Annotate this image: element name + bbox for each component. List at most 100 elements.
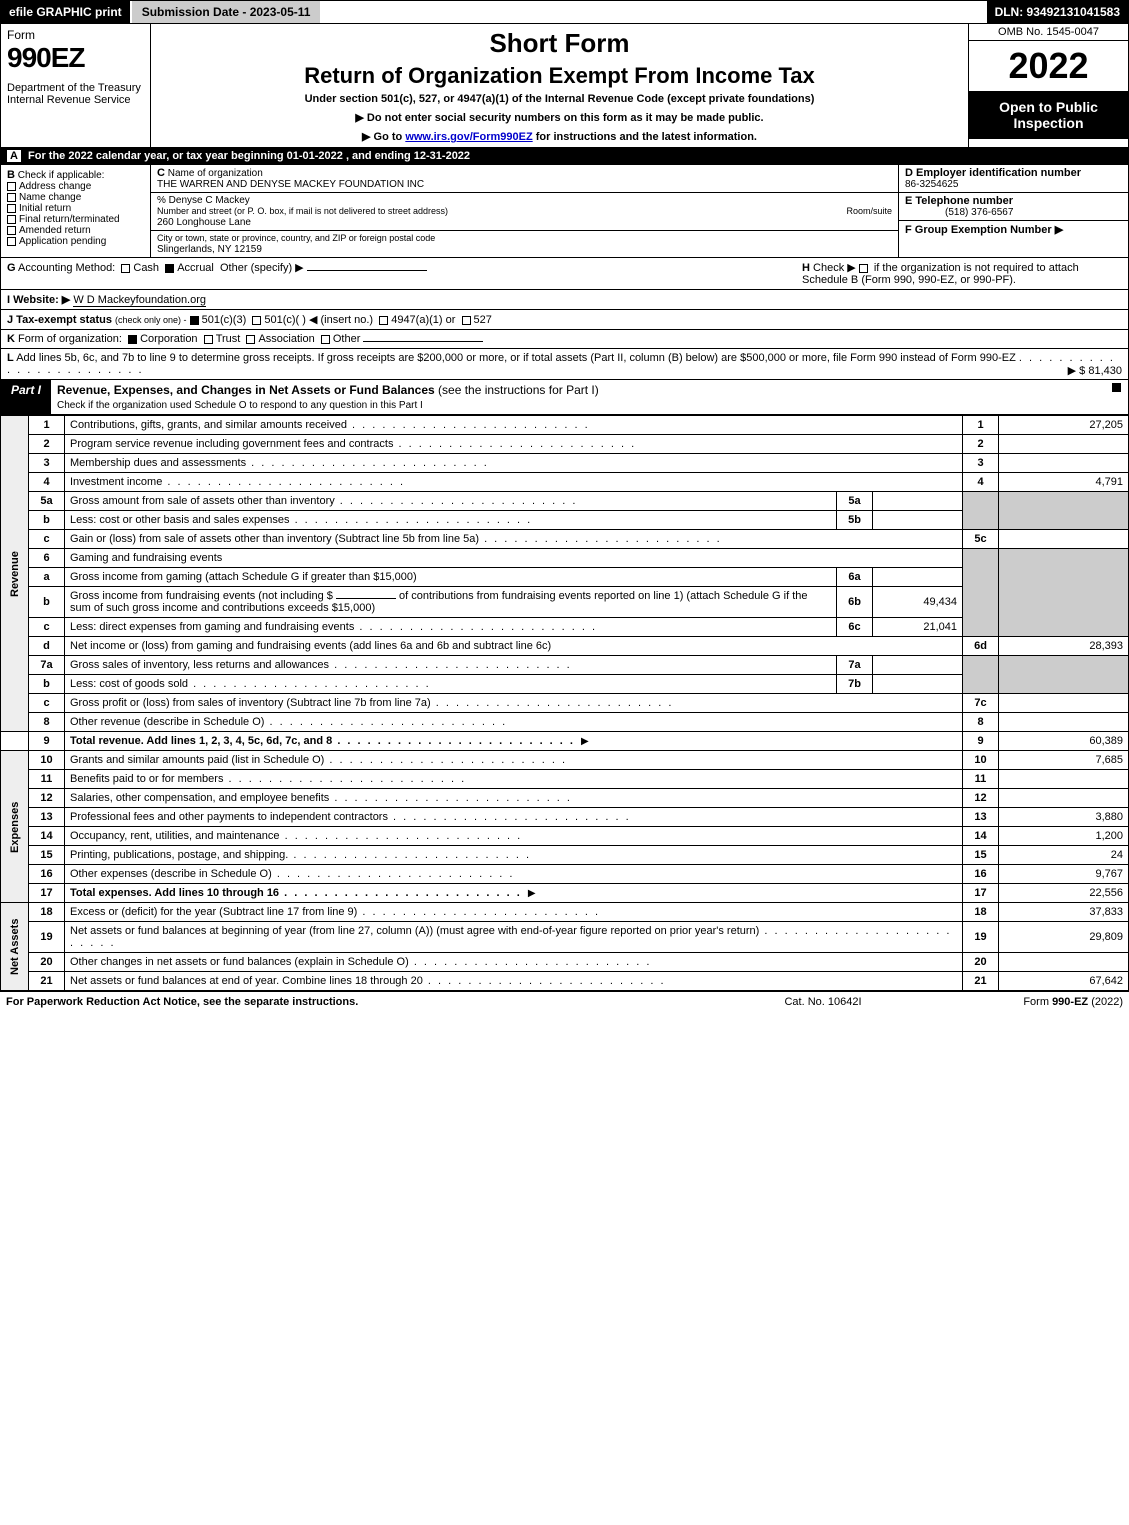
- city-label: City or town, state or province, country…: [157, 233, 435, 243]
- row-5b-num: b: [29, 511, 65, 530]
- row-8-val: [999, 713, 1129, 732]
- row-6a-desc: Gross income from gaming (attach Schedul…: [65, 568, 837, 587]
- row-6-desc: Gaming and fundraising events: [65, 549, 963, 568]
- row-7b-num: b: [29, 675, 65, 694]
- row-1-desc: Contributions, gifts, grants, and simila…: [70, 419, 590, 431]
- initial-return-checkbox[interactable]: [7, 204, 16, 213]
- row-7c-desc: Gross profit or (loss) from sales of inv…: [70, 697, 673, 709]
- line-i: I Website: ▶ W D Mackeyfoundation.org: [0, 290, 1129, 310]
- row-5c-num: c: [29, 530, 65, 549]
- form-pre: Form: [1023, 996, 1052, 1008]
- row-4-val: 4,791: [999, 473, 1129, 492]
- row-18-val: 37,833: [999, 903, 1129, 922]
- address-change-checkbox[interactable]: [7, 182, 16, 191]
- website-value: W D Mackeyfoundation.org: [73, 294, 206, 307]
- cash-label: Cash: [133, 262, 159, 274]
- row-15-desc: Printing, publications, postage, and shi…: [70, 849, 531, 861]
- row-6c-subnum: 6c: [837, 618, 873, 637]
- name-change-checkbox[interactable]: [7, 193, 16, 202]
- final-return-checkbox[interactable]: [7, 215, 16, 224]
- room-suite-label: Room/suite: [846, 206, 892, 216]
- top-bar: efile GRAPHIC print Submission Date - 20…: [0, 0, 1129, 24]
- org-info-block: B Check if applicable: Address change Na…: [0, 165, 1129, 258]
- efile-print-label[interactable]: efile GRAPHIC print: [1, 1, 130, 23]
- part1-title-wrap: Revenue, Expenses, and Changes in Net As…: [51, 380, 1108, 414]
- row-17-desc: Total expenses. Add lines 10 through 16: [70, 887, 522, 899]
- 501c-checkbox[interactable]: [252, 316, 261, 325]
- other-specify-input[interactable]: [307, 270, 427, 271]
- street-address: 260 Longhouse Lane: [157, 217, 251, 228]
- form-header: Form 990EZ Department of the Treasury In…: [0, 24, 1129, 148]
- amended-return-checkbox[interactable]: [7, 226, 16, 235]
- row-5c-desc: Gain or (loss) from sale of assets other…: [70, 533, 722, 545]
- address-change-label: Address change: [19, 181, 91, 192]
- care-of: % Denyse C Mackey: [157, 195, 250, 206]
- row-13-num: 13: [29, 808, 65, 827]
- form-post: (2022): [1088, 996, 1123, 1008]
- trust-label: Trust: [216, 333, 241, 345]
- schedule-b-checkbox[interactable]: [859, 264, 868, 273]
- letter-l: L: [7, 352, 14, 364]
- header-mid: Short Form Return of Organization Exempt…: [151, 24, 968, 147]
- gross-receipts-value: ▶ $ 81,430: [1068, 364, 1122, 377]
- row-6a-num: a: [29, 568, 65, 587]
- amended-return-label: Amended return: [19, 225, 91, 236]
- final-return-label: Final return/terminated: [19, 214, 120, 225]
- accrual-checkbox[interactable]: [165, 264, 174, 273]
- gross-receipts-text: Add lines 5b, 6c, and 7b to line 9 to de…: [16, 352, 1016, 364]
- row-15-val: 24: [999, 846, 1129, 865]
- association-label: Association: [258, 333, 314, 345]
- revenue-side-label: Revenue: [1, 416, 29, 732]
- cash-checkbox[interactable]: [121, 264, 130, 273]
- row-15-num: 15: [29, 846, 65, 865]
- arrow-icon-17: [525, 887, 539, 899]
- header-left: Form 990EZ Department of the Treasury In…: [1, 24, 151, 147]
- goto-post: for instructions and the latest informat…: [533, 131, 757, 143]
- association-checkbox[interactable]: [246, 335, 255, 344]
- part1-header: Part I Revenue, Expenses, and Changes in…: [0, 380, 1129, 415]
- schedule-o-checkbox[interactable]: [1112, 383, 1121, 392]
- row-2-val: [999, 435, 1129, 454]
- 527-checkbox[interactable]: [462, 316, 471, 325]
- line-g-h: G Accounting Method: Cash Accrual Other …: [0, 258, 1129, 290]
- letter-a: A: [7, 150, 21, 162]
- row-16-val: 9,767: [999, 865, 1129, 884]
- row-6b-subval: 49,434: [873, 587, 963, 618]
- 501c3-checkbox[interactable]: [190, 316, 199, 325]
- ssn-warning: ▶ Do not enter social security numbers o…: [157, 111, 962, 124]
- accounting-method-label: Accounting Method:: [18, 262, 115, 274]
- expenses-side-label: Expenses: [1, 751, 29, 903]
- page-footer: For Paperwork Reduction Act Notice, see …: [0, 991, 1129, 1012]
- form-footer: Form 990-EZ (2022): [923, 996, 1123, 1008]
- corporation-checkbox[interactable]: [128, 335, 137, 344]
- irs-link[interactable]: www.irs.gov/Form990EZ: [405, 131, 532, 143]
- row-6b-subnum: 6b: [837, 587, 873, 618]
- row-12-desc: Salaries, other compensation, and employ…: [70, 792, 572, 804]
- row-7b-desc: Less: cost of goods sold: [70, 678, 431, 690]
- other-org-checkbox[interactable]: [321, 335, 330, 344]
- part1-check-line: Check if the organization used Schedule …: [57, 400, 423, 411]
- part1-check: [1108, 380, 1128, 414]
- row-6-grey: [963, 549, 999, 637]
- row-15-rnum: 15: [963, 846, 999, 865]
- row-4-num: 4: [29, 473, 65, 492]
- row-11-val: [999, 770, 1129, 789]
- arrow-icon: [578, 735, 592, 747]
- row-5a-subnum: 5a: [837, 492, 873, 511]
- row-5b-subnum: 5b: [837, 511, 873, 530]
- row-21-rnum: 21: [963, 972, 999, 991]
- row-9-num: 9: [29, 732, 65, 751]
- goto-instructions: ▶ Go to www.irs.gov/Form990EZ for instru…: [157, 130, 962, 143]
- form-bold: 990-EZ: [1052, 996, 1088, 1008]
- row-8-rnum: 8: [963, 713, 999, 732]
- trust-checkbox[interactable]: [204, 335, 213, 344]
- phone-label: E Telephone number: [905, 195, 1013, 207]
- line-l: L Add lines 5b, 6c, and 7b to line 9 to …: [0, 349, 1129, 380]
- 4947-checkbox[interactable]: [379, 316, 388, 325]
- row-6-num: 6: [29, 549, 65, 568]
- row-6d-num: d: [29, 637, 65, 656]
- row-7a-subval: [873, 656, 963, 675]
- tax-exempt-label: J Tax-exempt status: [7, 314, 112, 326]
- application-pending-checkbox[interactable]: [7, 237, 16, 246]
- other-org-input[interactable]: [363, 341, 483, 342]
